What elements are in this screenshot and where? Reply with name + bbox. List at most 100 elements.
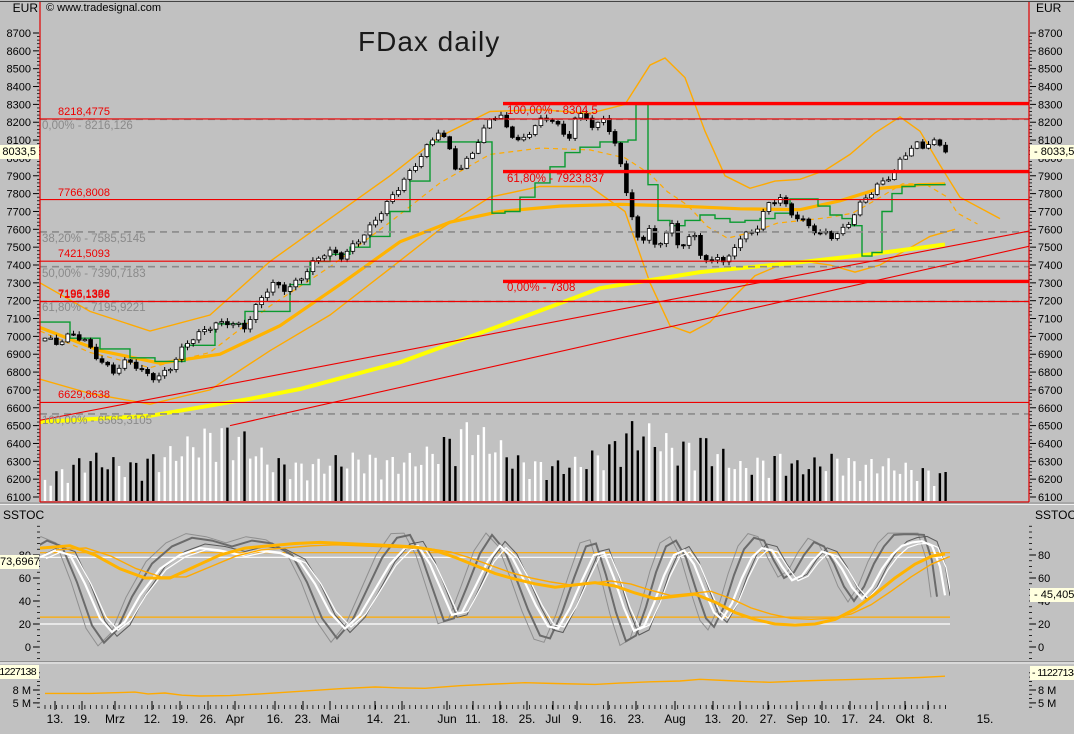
candlesticks: [42, 110, 948, 383]
svg-text:6600: 6600: [7, 403, 31, 415]
svg-text:6100: 6100: [1038, 492, 1062, 504]
x-axis-date-label: 8.: [922, 712, 934, 726]
svg-text:6400: 6400: [7, 438, 31, 450]
x-axis-date-label: 14.: [366, 712, 384, 726]
svg-text:8100: 8100: [7, 135, 31, 147]
svg-text:8200: 8200: [1038, 117, 1062, 129]
x-axis-date-label: 17.: [841, 712, 859, 726]
x-axis-date-label: 20.: [731, 712, 749, 726]
svg-text:8300: 8300: [7, 99, 31, 111]
x-axis-date-label: 21.: [393, 712, 411, 726]
svg-text:8600: 8600: [1038, 46, 1062, 58]
svg-text:8700: 8700: [7, 28, 31, 40]
x-axis-date-label: 13.: [46, 712, 64, 726]
svg-text:6800: 6800: [7, 367, 31, 379]
svg-text:60: 60: [19, 573, 31, 585]
last-price-badge-right: 8033,5: [1030, 145, 1074, 159]
x-axis-date-label: 24.: [868, 712, 886, 726]
svg-text:5 M: 5 M: [13, 698, 31, 710]
svg-text:20: 20: [19, 619, 31, 631]
svg-text:6200: 6200: [7, 474, 31, 486]
x-axis-date-label: 10.: [813, 712, 831, 726]
stoch-k-slow: [44, 535, 950, 638]
svg-text:8500: 8500: [7, 64, 31, 76]
x-axis[interactable]: [44, 701, 946, 710]
trendline: [229, 245, 1029, 427]
x-axis-date-label: 25.: [518, 712, 536, 726]
x-axis-date-label: 27.: [759, 712, 777, 726]
stoch-signal-thin: [55, 544, 950, 621]
svg-text:60: 60: [1038, 573, 1050, 585]
x-axis-date-label: Jul: [545, 712, 561, 726]
svg-text:8500: 8500: [1038, 64, 1062, 76]
trendline: [40, 230, 1029, 421]
stoch-signal-line: [40, 540, 946, 627]
x-axis-date-label: Jun: [437, 712, 457, 726]
svg-text:7500: 7500: [7, 242, 31, 254]
bollinger-lower-band: [40, 185, 956, 405]
svg-text:7600: 7600: [1038, 224, 1062, 236]
main-chart-layers: [40, 57, 1029, 501]
x-axis-date-label: 9.: [571, 712, 583, 726]
x-axis-date-label: Aug: [664, 712, 686, 726]
svg-text:8200: 8200: [7, 117, 31, 129]
svg-text:6500: 6500: [7, 421, 31, 433]
svg-text:6800: 6800: [1038, 367, 1062, 379]
volume-bars: [43, 421, 947, 501]
svg-text:6700: 6700: [1038, 385, 1062, 397]
svg-text:7600: 7600: [7, 224, 31, 236]
sstoc-panel-label-left: SSTOC: [3, 508, 45, 522]
svg-text:6400: 6400: [1038, 438, 1062, 450]
svg-text:6100: 6100: [7, 492, 31, 504]
price-axis-left[interactable]: 8700860085008400830082008100800079007800…: [7, 28, 40, 504]
fib-red-label: 0,00% - 7308: [507, 282, 576, 294]
bollinger-upper-band: [40, 57, 1001, 332]
price-level-label: 7421,5093: [58, 248, 110, 260]
svg-text:7300: 7300: [1038, 278, 1062, 290]
svg-text:6500: 6500: [1038, 421, 1062, 433]
svg-text:6700: 6700: [7, 385, 31, 397]
price-level-label: 7766,8008: [58, 187, 110, 199]
svg-text:6300: 6300: [7, 456, 31, 468]
price-axis-right[interactable]: 8700860085008400830082008100800079007800…: [1029, 28, 1062, 504]
svg-text:6300: 6300: [1038, 456, 1062, 468]
fib-red-label: 100,00% - 8304,5: [507, 105, 598, 117]
x-axis-date-label: 16.: [266, 712, 284, 726]
svg-text:7700: 7700: [1038, 206, 1062, 218]
svg-text:7900: 7900: [7, 171, 31, 183]
svg-text:7100: 7100: [1038, 314, 1062, 326]
x-axis-date-label: 13.: [704, 712, 722, 726]
fib-red-label: 61,80% - 7923,837: [507, 173, 605, 185]
stoch-d-thin: [45, 542, 950, 632]
fib-gray-label: 61,80% - 7195,9221: [42, 302, 146, 314]
svg-text:7400: 7400: [7, 260, 31, 272]
svg-text:8 M: 8 M: [13, 685, 31, 697]
svg-text:7900: 7900: [1038, 171, 1062, 183]
x-axis-date-label: Okt: [895, 712, 915, 726]
svg-text:8400: 8400: [1038, 82, 1062, 94]
copyright-label: © www.tradesignal.com: [46, 2, 162, 14]
svg-text:8700: 8700: [1038, 28, 1062, 40]
svg-text:6600: 6600: [1038, 403, 1062, 415]
svg-text:6200: 6200: [1038, 474, 1062, 486]
x-axis-date-label: Mai: [320, 712, 340, 726]
x-axis-date-label: Sep: [786, 712, 808, 726]
svg-text:7800: 7800: [7, 189, 31, 201]
sstoc-value-badge-left: 73,6967: [0, 555, 39, 569]
svg-text:8 M: 8 M: [1038, 685, 1056, 697]
svg-text:7400: 7400: [1038, 260, 1062, 272]
currency-label-right: EUR: [1036, 1, 1062, 15]
svg-text:7000: 7000: [1038, 331, 1062, 343]
stoch-k-line: [40, 533, 938, 645]
x-axis-date-label: 19.: [171, 712, 189, 726]
x-axis-date-label: 19.: [73, 712, 91, 726]
x-axis-date-label: 15.: [976, 712, 994, 726]
svg-text:8400: 8400: [7, 82, 31, 94]
volume-plot-area[interactable]: [40, 663, 1029, 710]
ma-200-line: [40, 242, 946, 424]
svg-text:80: 80: [1038, 550, 1050, 562]
